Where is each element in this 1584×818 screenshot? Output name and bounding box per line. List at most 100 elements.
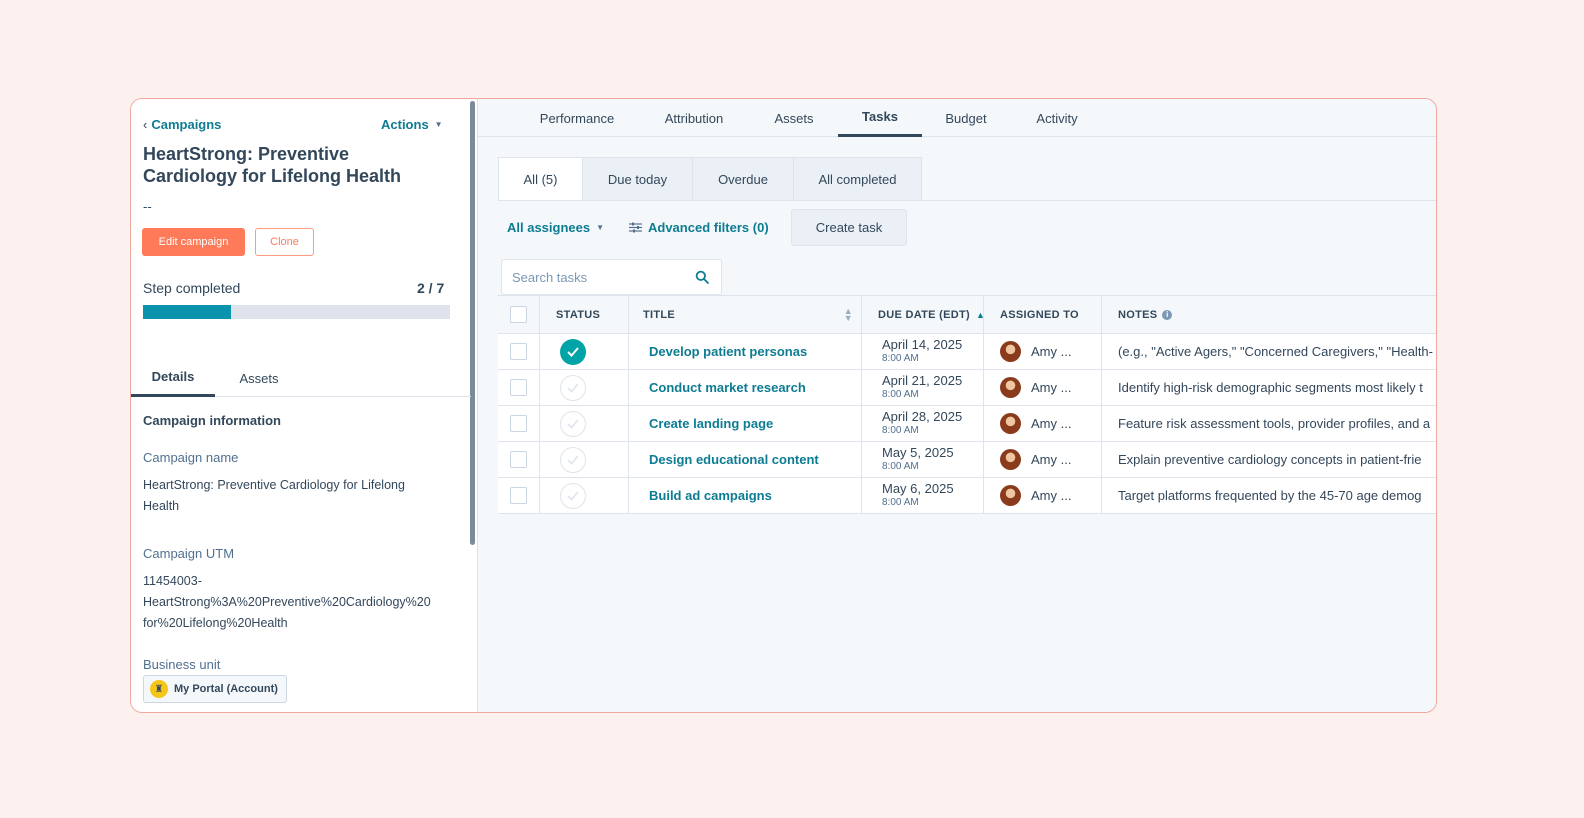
caret-down-icon: ▼ — [434, 120, 443, 129]
status-complete-toggle[interactable] — [560, 446, 586, 473]
status-cell — [540, 442, 629, 477]
header-title-label: TITLE — [643, 308, 676, 321]
campaign-information-heading: Campaign information — [143, 413, 281, 428]
tab-performance[interactable]: Performance — [539, 110, 615, 126]
select-all-checkbox[interactable] — [510, 306, 527, 323]
task-notes: Feature risk assessment tools, provider … — [1118, 416, 1431, 431]
task-title-link[interactable]: Conduct market research — [649, 380, 806, 395]
task-title-link[interactable]: Build ad campaigns — [649, 488, 772, 503]
check-icon — [567, 346, 579, 357]
title-cell: Design educational content — [629, 442, 862, 477]
row-checkbox[interactable] — [510, 379, 527, 396]
title-cell: Develop patient personas — [629, 334, 862, 369]
search-input[interactable] — [502, 260, 682, 294]
status-cell — [540, 334, 629, 369]
sort-ascending-icon: ▲ — [976, 310, 983, 320]
assignee-cell[interactable]: Amy ... — [984, 478, 1102, 513]
row-checkbox[interactable] — [510, 415, 527, 432]
campaign-utm-label: Campaign UTM — [143, 546, 235, 561]
header-title[interactable]: TITLE ▲ ▼ — [629, 296, 862, 333]
table-row[interactable]: Conduct market research April 21, 2025 8… — [498, 370, 1436, 406]
assignees-label: All assignees — [507, 220, 591, 235]
header-due-label: DUE DATE (EDT) — [878, 308, 970, 321]
back-to-campaigns-link[interactable]: ‹ Campaigns — [143, 117, 221, 132]
step-progress-bar — [143, 305, 450, 319]
campaign-nav: Performance Attribution Assets Tasks Bud… — [478, 99, 1436, 137]
assignee-cell[interactable]: Amy ... — [984, 406, 1102, 441]
utm-line: for%20Lifelong%20Health — [143, 616, 288, 630]
notes-cell: Identify high-risk demographic segments … — [1102, 370, 1436, 405]
clone-button[interactable]: Clone — [255, 228, 314, 256]
assignee-cell[interactable]: Amy ... — [984, 442, 1102, 477]
table-row[interactable]: Design educational content May 5, 2025 8… — [498, 442, 1436, 478]
check-icon — [567, 491, 579, 501]
header-checkbox-cell — [498, 296, 540, 333]
caret-down-icon: ▼ — [596, 223, 605, 232]
row-checkbox[interactable] — [510, 343, 527, 360]
assignee-cell[interactable]: Amy ... — [984, 370, 1102, 405]
account-icon: ♜ — [150, 680, 168, 698]
info-icon[interactable]: i — [1162, 309, 1173, 320]
header-notes-label: NOTES — [1118, 308, 1158, 321]
all-assignees-dropdown[interactable]: All assignees ▼ — [507, 220, 604, 235]
tab-tasks[interactable]: Tasks — [838, 99, 922, 137]
tab-attribution[interactable]: Attribution — [664, 110, 724, 126]
row-checkbox[interactable] — [510, 487, 527, 504]
header-status[interactable]: STATUS — [540, 296, 629, 333]
notes-cell: Feature risk assessment tools, provider … — [1102, 406, 1436, 441]
advanced-filters-button[interactable]: Advanced filters (0) — [629, 220, 769, 235]
assignee-name: Amy ... — [1031, 488, 1072, 503]
status-complete-toggle[interactable] — [560, 410, 586, 437]
task-title-link[interactable]: Create landing page — [649, 416, 774, 431]
table-row[interactable]: Develop patient personas April 14, 2025 … — [498, 334, 1436, 370]
table-row[interactable]: Create landing page April 28, 2025 8:00 … — [498, 406, 1436, 442]
business-unit-label: Business unit — [143, 657, 221, 672]
avatar — [1000, 449, 1021, 470]
task-notes: Identify high-risk demographic segments … — [1118, 380, 1423, 395]
tab-details[interactable]: Details — [131, 359, 215, 397]
sidebar-scrollbar[interactable] — [470, 101, 475, 545]
edit-campaign-button[interactable]: Edit campaign — [142, 228, 245, 256]
task-title-link[interactable]: Design educational content — [649, 452, 819, 467]
utm-line: 11454003- — [143, 574, 202, 588]
tab-assets[interactable]: Assets — [239, 370, 279, 386]
actions-dropdown[interactable]: Actions ▼ — [381, 117, 443, 132]
business-unit-chip: ♜ My Portal (Account) — [143, 675, 287, 703]
filter-due-today[interactable]: Due today — [582, 157, 693, 200]
task-notes: (e.g., "Active Agers," "Concerned Caregi… — [1118, 344, 1433, 359]
table-body: Develop patient personas April 14, 2025 … — [498, 334, 1436, 514]
header-due-date[interactable]: DUE DATE (EDT) ▲ — [862, 296, 984, 333]
filter-overdue[interactable]: Overdue — [692, 157, 794, 200]
assignee-cell[interactable]: Amy ... — [984, 334, 1102, 369]
due-time: 8:00 AM — [882, 460, 919, 472]
filter-all-completed[interactable]: All completed — [793, 157, 922, 200]
campaign-name-label: Campaign name — [143, 450, 239, 465]
due-date: May 6, 2025 — [882, 480, 954, 496]
row-checkbox[interactable] — [510, 451, 527, 468]
status-complete-toggle[interactable] — [560, 338, 586, 365]
tab-budget[interactable]: Budget — [945, 110, 987, 126]
task-title-link[interactable]: Develop patient personas — [649, 344, 808, 359]
title-cell: Create landing page — [629, 406, 862, 441]
create-task-button[interactable]: Create task — [791, 209, 907, 246]
campaign-name-value: HeartStrong: Preventive Cardiology for L… — [143, 478, 405, 513]
campaign-utm-value: 11454003- HeartStrong%3A%20Preventive%20… — [143, 571, 443, 634]
business-unit-value: My Portal (Account) — [174, 683, 278, 695]
tab-assets-nav[interactable]: Assets — [774, 110, 814, 126]
header-assigned-to[interactable]: ASSIGNED TO — [984, 296, 1102, 333]
tab-activity[interactable]: Activity — [1036, 110, 1078, 126]
header-notes[interactable]: NOTES i — [1102, 296, 1436, 333]
actions-label: Actions — [381, 117, 429, 132]
status-complete-toggle[interactable] — [560, 482, 586, 509]
table-row[interactable]: Build ad campaigns May 6, 2025 8:00 AM A… — [498, 478, 1436, 514]
filter-all[interactable]: All (5) — [498, 157, 583, 200]
avatar — [1000, 377, 1021, 398]
title-cell: Conduct market research — [629, 370, 862, 405]
notes-cell: (e.g., "Active Agers," "Concerned Caregi… — [1102, 334, 1436, 369]
search-icon[interactable] — [695, 270, 709, 284]
back-link-label: Campaigns — [151, 117, 222, 132]
campaign-title: HeartStrong: Preventive Cardiology for L… — [143, 144, 402, 186]
status-complete-toggle[interactable] — [560, 374, 586, 401]
notes-cell: Target platforms frequented by the 45-70… — [1102, 478, 1436, 513]
search-box — [501, 259, 722, 295]
